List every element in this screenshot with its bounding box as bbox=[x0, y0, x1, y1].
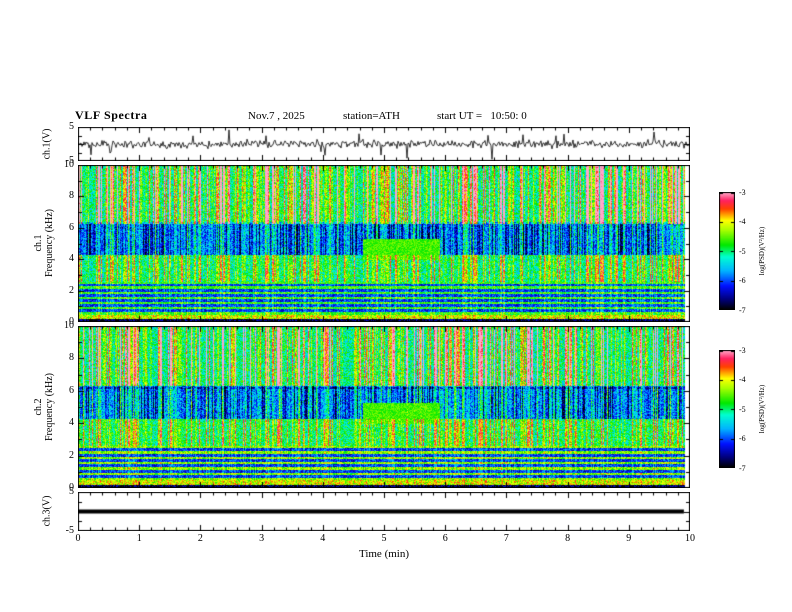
colorbar-tick-label: -7 bbox=[739, 305, 746, 315]
ch2-spectrogram-canvas bbox=[78, 326, 690, 488]
ch1-voltage-axis-label: ch.1(V) bbox=[41, 128, 53, 160]
y-tick-label: -5 bbox=[65, 155, 74, 166]
figure-title: VLF Spectra bbox=[75, 108, 148, 122]
ch1-spectrogram-panel bbox=[78, 165, 690, 322]
ch1-waveform-canvas bbox=[78, 127, 690, 161]
time-axis-label: Time (min) bbox=[358, 548, 410, 560]
y-tick-label: 2 bbox=[69, 284, 74, 296]
x-tick-label: 4 bbox=[320, 533, 326, 544]
date-label: Nov.7 , 2025 bbox=[248, 110, 305, 122]
y-tick-label: 8 bbox=[69, 352, 74, 364]
start-ut-label: start UT = 10:50: 0 bbox=[437, 110, 527, 122]
y-tick-label: 0 bbox=[69, 316, 74, 327]
y-tick-label: 0 bbox=[69, 482, 74, 493]
colorbar-ch1 bbox=[719, 192, 735, 310]
x-tick-label: 5 bbox=[381, 533, 387, 544]
y-tick-label: -5 bbox=[65, 525, 74, 536]
x-tick-label: 3 bbox=[259, 533, 265, 544]
colorbar-tick-label: -7 bbox=[739, 463, 746, 473]
ch2-frequency-axis-label: ch.2 Frequency (kHz) bbox=[33, 372, 55, 442]
ch3-waveform-panel bbox=[78, 492, 690, 531]
colorbar-tick-label: -6 bbox=[739, 276, 746, 285]
colorbar-tick-label: -4 bbox=[739, 375, 746, 384]
y-tick-label: 4 bbox=[69, 253, 74, 265]
ch1-frequency-axis-label: ch.1 Frequency (kHz) bbox=[33, 208, 55, 278]
y-tick-label: 2 bbox=[69, 449, 74, 461]
colorbar-ch2 bbox=[719, 350, 735, 468]
x-tick-label: 2 bbox=[197, 533, 203, 544]
colorbar-tick-label: -5 bbox=[739, 404, 746, 414]
colorbar-tick-label: -6 bbox=[739, 434, 746, 443]
ch1-spectrogram-canvas bbox=[78, 165, 690, 322]
x-tick-label: 1 bbox=[136, 533, 142, 544]
ch3-waveform-canvas bbox=[78, 492, 690, 531]
colorbar-tick-label: -5 bbox=[739, 246, 746, 256]
colorbar-tick-label: -4 bbox=[739, 217, 746, 226]
y-tick-label: 10 bbox=[64, 320, 74, 331]
y-tick-label: 8 bbox=[69, 190, 74, 202]
x-tick-label: 6 bbox=[442, 533, 448, 544]
colorbar-tick-label: -3 bbox=[739, 187, 746, 197]
y-tick-label: 5 bbox=[69, 486, 74, 497]
y-tick-label: 4 bbox=[69, 417, 74, 429]
ch3-voltage-axis-label: ch.3(V) bbox=[41, 495, 53, 527]
x-tick-label: 9 bbox=[626, 533, 632, 544]
x-tick-label: 7 bbox=[503, 533, 509, 544]
y-tick-label: 6 bbox=[69, 384, 74, 396]
x-tick-label: 10 bbox=[685, 533, 695, 544]
x-tick-label: 8 bbox=[565, 533, 571, 544]
station-label: station=ATH bbox=[343, 110, 400, 122]
y-tick-label: 6 bbox=[69, 221, 74, 233]
colorbar-ch2-label: log(PSD)(V²/Hz) bbox=[758, 384, 766, 434]
colorbar-ch1-label: log(PSD)(V²/Hz) bbox=[758, 226, 766, 276]
ch2-spectrogram-panel bbox=[78, 326, 690, 488]
y-tick-label: 5 bbox=[69, 121, 74, 132]
y-tick-label: 10 bbox=[64, 159, 74, 170]
colorbar-tick-label: -3 bbox=[739, 345, 746, 355]
x-tick-label: 0 bbox=[75, 533, 81, 544]
ch1-waveform-panel bbox=[78, 127, 690, 161]
